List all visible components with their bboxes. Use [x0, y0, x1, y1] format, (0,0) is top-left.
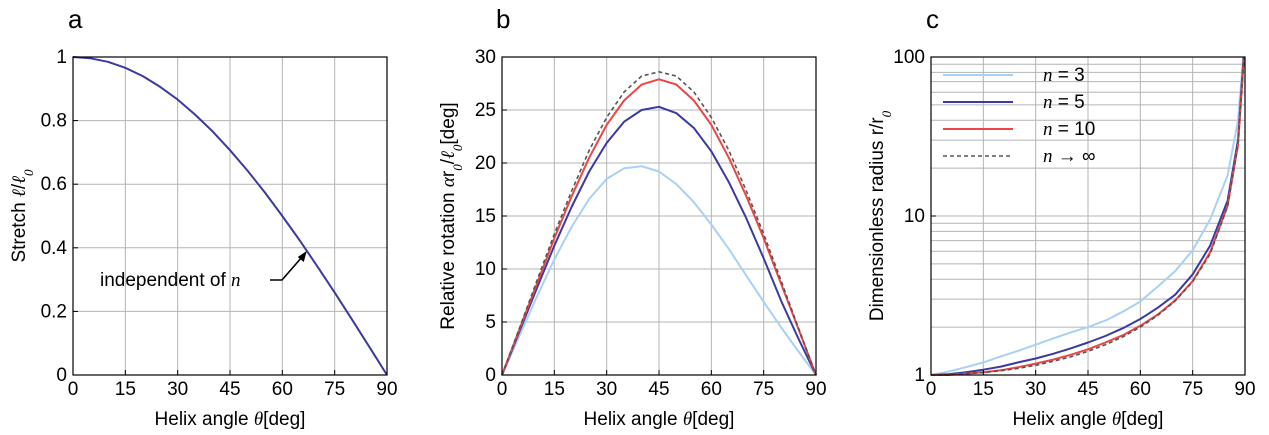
y-tick-label: 15 [475, 206, 496, 227]
chart-a: 0 15 30 45 60 75 90 0 0.2 0.4 0.6 0.8 1 Helix angle θ… [9, 47, 398, 430]
legend-label: n → ∞ [1043, 146, 1096, 167]
x-axis-label-a: Helix angle θ[deg] [155, 409, 306, 430]
y-tick-label: 100 [893, 47, 925, 68]
x-tick-label: 0 [497, 379, 508, 400]
y-tick-label: 0.6 [41, 174, 67, 195]
x-tick-label: 15 [973, 379, 994, 400]
x-tick-label: 0 [926, 379, 937, 400]
y-axis-label-b: Relative rotation αr0/ℓ0[deg] [438, 102, 465, 329]
x-tick-label: 90 [376, 379, 397, 400]
series-line-n-10 [501, 78, 817, 376]
x-tick-label: 90 [805, 379, 826, 400]
annotation-arrow [270, 254, 305, 281]
y-tick-label: 25 [475, 100, 496, 121]
series-line-n-3 [930, 56, 1245, 376]
series-line-n-10 [931, 56, 1245, 376]
y-tick-label: 10 [904, 206, 925, 227]
panel-label-b: b [496, 4, 510, 34]
y-tick-label: 1 [914, 365, 925, 386]
y-tick-label: 0 [485, 365, 496, 386]
series-line-n- [501, 71, 817, 376]
x-tick-label: 45 [648, 379, 669, 400]
x-tick-label: 30 [167, 379, 188, 400]
x-tick-label: 15 [115, 379, 136, 400]
x-tick-label: 60 [1130, 379, 1151, 400]
chart-c: 0 15 30 45 60 75 90 1 10 100 Helix angle θ[deg] Dim… [867, 47, 1256, 430]
series-group-a [72, 56, 388, 376]
legend-label: n = 10 [1043, 119, 1095, 140]
annotation-arrowhead [297, 250, 307, 262]
x-tick-label: 30 [1025, 379, 1046, 400]
x-tick-label: 15 [544, 379, 565, 400]
annotation-text: independent of n [100, 270, 241, 291]
series-line-n- [931, 56, 1245, 376]
y-axis-label-a: Stretch ℓ/ℓ0 [9, 169, 36, 263]
x-tick-label: 0 [68, 379, 79, 400]
y-tick-label: 0.2 [41, 301, 67, 322]
x-tick-label: 75 [324, 379, 345, 400]
series-group-c [930, 56, 1245, 376]
y-tick-label: 0.8 [41, 111, 67, 132]
series-line-n-5 [930, 56, 1245, 376]
x-tick-label: 75 [1182, 379, 1203, 400]
x-tick-label: 30 [596, 379, 617, 400]
y-tick-label: 10 [475, 259, 496, 280]
y-tick-label: 0 [56, 365, 67, 386]
x-axis-label-c: Helix angle θ[deg] [1013, 409, 1164, 430]
y-tick-label: 30 [475, 47, 496, 68]
legend-label: n = 3 [1043, 65, 1085, 86]
series-group-b [501, 71, 817, 376]
grid-b [501, 56, 817, 376]
x-tick-label: 60 [701, 379, 722, 400]
legend-label: n = 5 [1043, 92, 1085, 113]
series-line-n-3 [501, 165, 817, 376]
y-axis-label-c: Dimensionless radius r/r0 [867, 110, 894, 321]
y-tick-label: 1 [56, 47, 67, 68]
x-tick-label: 60 [272, 379, 293, 400]
y-tick-label: 20 [475, 153, 496, 174]
x-tick-label: 75 [753, 379, 774, 400]
panel-label-a: a [68, 4, 83, 34]
panel-label-c: c [926, 4, 939, 34]
series-line-0 [72, 56, 388, 376]
y-tick-label: 0.4 [41, 238, 68, 259]
chart-b: 0 15 30 45 60 75 90 0 5 10 15 20 25 30 Helix angle θ[d… [438, 47, 827, 430]
y-tick-label: 5 [485, 312, 496, 333]
series-line-n-5 [501, 105, 817, 376]
x-axis-label-b: Helix angle θ[deg] [584, 409, 735, 430]
x-tick-label: 45 [1077, 379, 1098, 400]
x-tick-label: 45 [219, 379, 240, 400]
x-tick-label: 90 [1234, 379, 1255, 400]
grid-a [72, 56, 388, 376]
